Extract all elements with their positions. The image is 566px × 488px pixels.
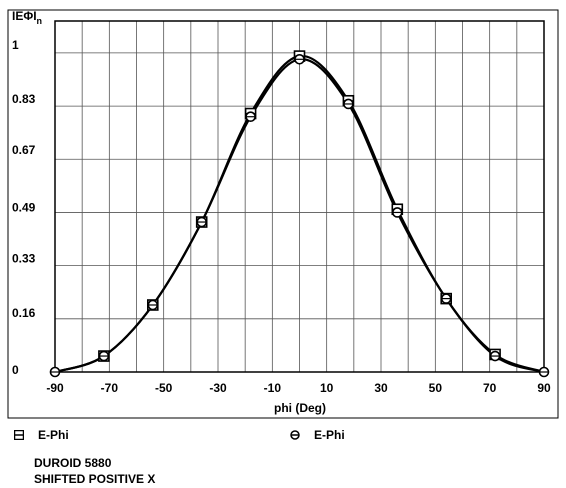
x-tick-label: -70: [101, 381, 119, 395]
x-tick-label: -30: [209, 381, 227, 395]
x-tick-label: 90: [537, 381, 551, 395]
x-tick-label: 50: [429, 381, 443, 395]
legend-item-2: E-Phi: [290, 428, 345, 442]
y-tick-label: 0.49: [12, 201, 36, 215]
x-tick-label: -50: [155, 381, 173, 395]
chart: IEΦIn 0 0.16 0.33 0.49 0.67 0.83 1 -90 -70 -50 -3…: [7, 9, 559, 419]
x-tick-labels: -90 -70 -50 -30 -10 10 30 50 70 90: [46, 381, 551, 395]
y-tick-labels: 0 0.16 0.33 0.49 0.67 0.83 1: [12, 38, 36, 377]
legend-label-1: E-Phi: [38, 428, 69, 442]
x-tick-label: 10: [320, 381, 334, 395]
series-layer: [49, 50, 550, 378]
note-shift: SHIFTED POSITIVE X: [34, 472, 156, 486]
x-axis-label: phi (Deg): [274, 401, 326, 415]
legend-label-2: E-Phi: [314, 428, 345, 442]
grid: [54, 20, 545, 373]
outer-frame: [7, 9, 559, 419]
square-marker-icon: [14, 430, 24, 440]
plot-area: [54, 20, 545, 373]
x-tick-label: -10: [264, 381, 282, 395]
y-tick-label: 0.33: [12, 252, 36, 266]
legend-item-1: E-Phi: [14, 428, 69, 442]
note-material: DUROID 5880: [34, 456, 112, 470]
x-tick-label: 70: [483, 381, 497, 395]
x-tick-label: -90: [46, 381, 64, 395]
y-axis-label: IEΦIn: [12, 9, 42, 26]
y-tick-label: 0.16: [12, 306, 36, 320]
y-tick-label: 0: [12, 363, 19, 377]
y-tick-label: 0.67: [12, 143, 36, 157]
y-tick-label: 0.83: [12, 92, 36, 106]
x-tick-label: 30: [374, 381, 388, 395]
circle-marker-icon: [290, 430, 300, 440]
y-tick-label: 1: [12, 38, 19, 52]
